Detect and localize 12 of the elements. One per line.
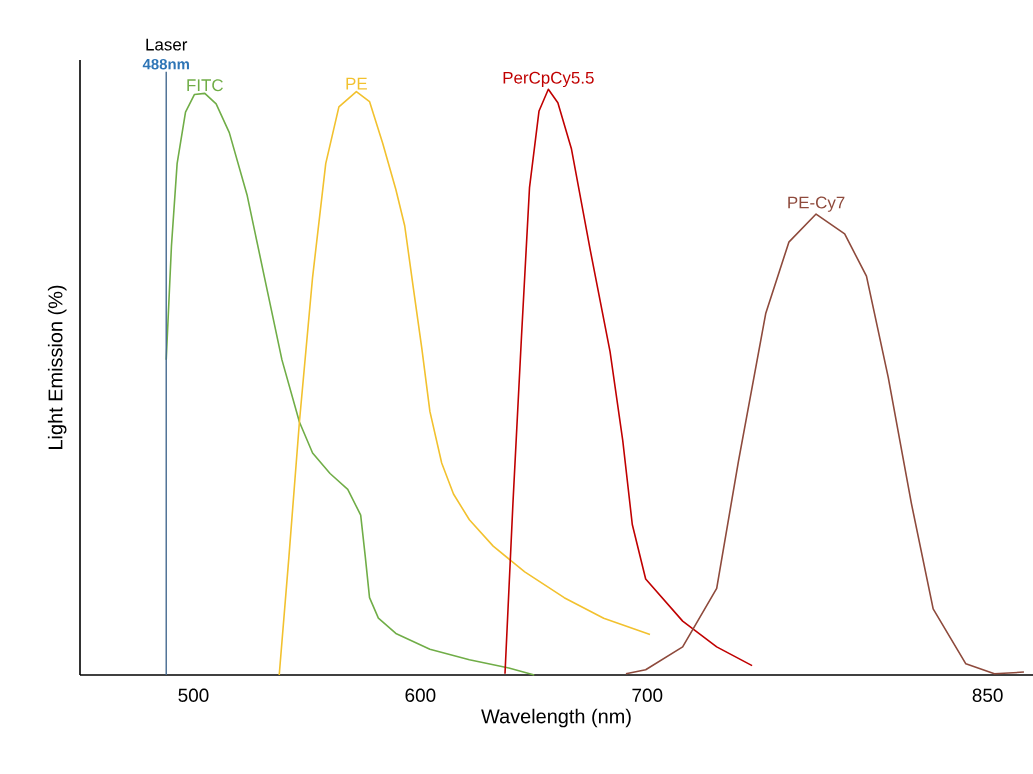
series-label: PE xyxy=(346,77,367,90)
series-label: FITC xyxy=(187,79,223,92)
y-axis-title: Light Emission (%) xyxy=(47,285,67,449)
x-tick-label: 600 xyxy=(405,688,436,702)
series-label: PerCpCy5.5 xyxy=(503,71,594,88)
x-tick-label: 500 xyxy=(178,688,209,702)
ref-line-label: 488nm xyxy=(142,58,189,70)
x-tick-label: 700 xyxy=(632,688,663,702)
x-tick-label: 850 xyxy=(972,688,1003,702)
x-axis-title: Wavelength (nm) xyxy=(481,708,631,728)
text: Laser xyxy=(146,38,188,51)
series-label: PE-Cy7 xyxy=(788,196,845,212)
